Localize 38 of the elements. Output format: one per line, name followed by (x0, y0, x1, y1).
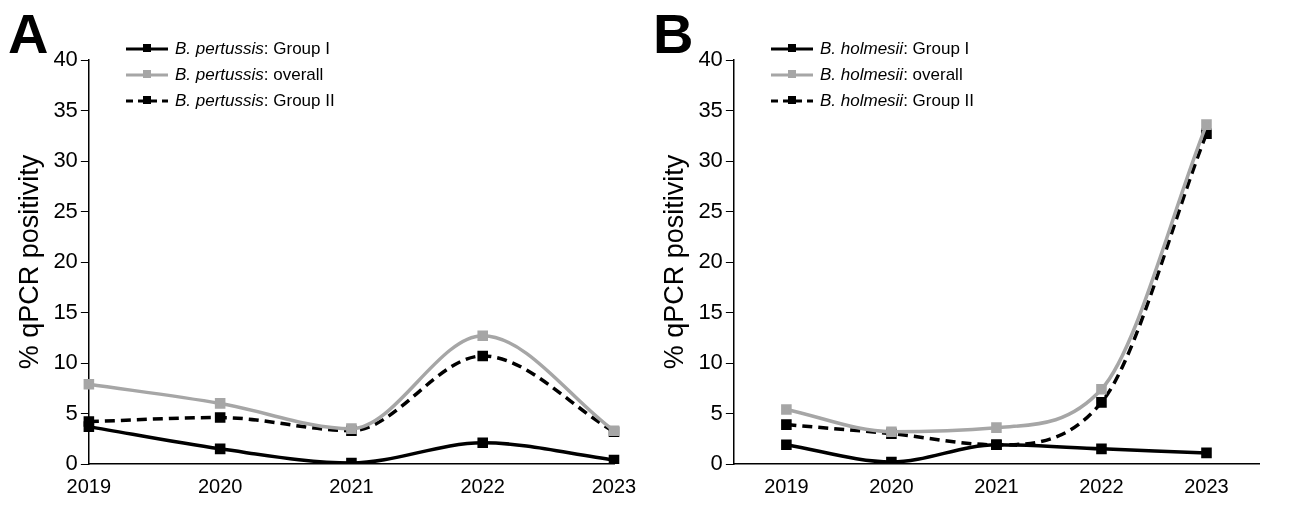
y-tick-label: 35 (698, 96, 723, 122)
y-tick-label: 20 (53, 248, 78, 274)
x-tick-label: 2019 (764, 474, 809, 497)
y-tick-label: 40 (698, 46, 723, 72)
y-tick-label: 25 (53, 197, 78, 223)
chart-title: A (8, 2, 49, 65)
x-tick-label: 2023 (1184, 474, 1229, 497)
x-tick-label: 2021 (974, 474, 1019, 497)
y-axis-title: % qPCR positivity (658, 154, 689, 370)
y-tick-label: 35 (53, 96, 78, 122)
y-tick-label: 30 (53, 147, 78, 173)
legend-label: B. pertussis: overall (175, 64, 324, 86)
x-tick-label: 2019 (66, 474, 112, 497)
y-tick-label: 0 (710, 450, 723, 476)
y-tick-label: 30 (698, 147, 723, 173)
y-tick-label: 15 (698, 298, 723, 324)
chart-title: B (653, 2, 694, 65)
x-tick-label: 2022 (1079, 474, 1124, 497)
y-tick-label: 10 (53, 349, 78, 375)
legend-label: B. holmesii: Group I (820, 38, 970, 60)
legend-label: B. pertussis: Group II (175, 90, 335, 112)
y-tick-label: 10 (698, 349, 723, 375)
y-tick-label: 5 (65, 399, 78, 425)
x-tick-label: 2021 (329, 474, 374, 497)
x-tick-label: 2022 (460, 474, 505, 497)
x-tick-label: 2023 (591, 474, 637, 497)
y-tick-label: 25 (698, 197, 723, 223)
legend-label: B. pertussis: Group I (175, 38, 330, 60)
y-tick-label: 15 (53, 298, 78, 324)
legend-label: B. holmesii: overall (820, 64, 963, 86)
x-tick-label: 2020 (869, 474, 914, 497)
y-tick-label: 40 (53, 46, 78, 72)
legend-label: B. holmesii: Group II (820, 90, 975, 112)
y-axis-title: % qPCR positivity (13, 154, 44, 370)
x-tick-label: 2020 (197, 474, 243, 497)
y-tick-label: 0 (65, 450, 78, 476)
y-tick-label: 20 (698, 248, 723, 274)
y-tick-label: 5 (710, 399, 723, 425)
